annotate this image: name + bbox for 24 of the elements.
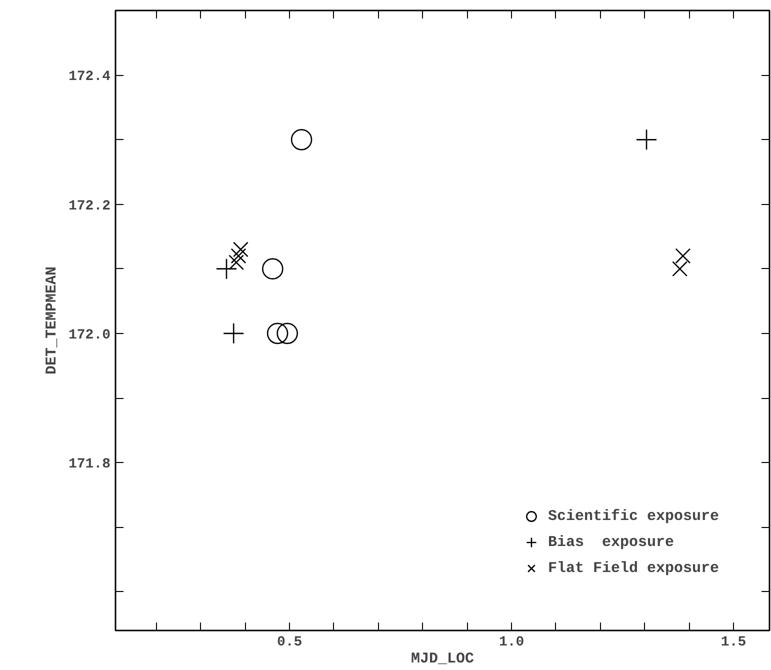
point <box>230 248 246 264</box>
legend-label: Flat Field exposure <box>548 560 719 576</box>
point <box>262 258 284 280</box>
point <box>636 129 658 150</box>
y-tick-label: 172.2 <box>68 198 111 214</box>
point <box>216 258 238 280</box>
legend-label: Bias exposure <box>548 534 674 550</box>
y-axis-title: DET_TEMPMEAN <box>43 266 60 375</box>
y-tick-label: 171.8 <box>68 456 111 473</box>
x-tick-label: 1.5 <box>720 634 746 650</box>
legend-label: Scientific exposure <box>548 508 719 524</box>
x-tick-label: 0.5 <box>276 634 302 650</box>
y-tick-label: 172.0 <box>68 327 111 344</box>
point <box>266 322 288 344</box>
point <box>222 322 244 344</box>
x-tick-label: 1.0 <box>498 634 524 650</box>
y-tick-label: 172.4 <box>68 69 111 86</box>
point <box>228 254 244 270</box>
point <box>276 322 298 344</box>
point <box>290 129 312 150</box>
point <box>675 248 691 264</box>
point <box>232 242 248 258</box>
x-axis-title: MJD_LOC <box>410 650 474 668</box>
point <box>672 261 688 277</box>
